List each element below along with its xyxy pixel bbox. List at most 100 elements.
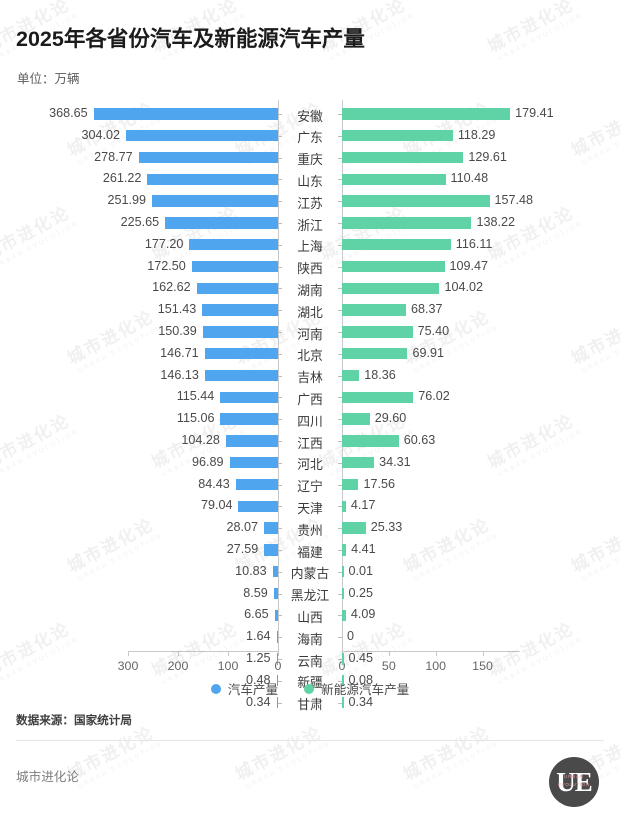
chart-row: 6.65 山西 4.09 [0,604,620,626]
left-spine-tick [278,331,282,333]
auto-production-value: 172.50 [147,258,186,273]
nev-production-bar[interactable] [342,522,366,534]
auto-production-bar[interactable] [276,631,278,643]
nev-production-bar[interactable] [342,653,344,665]
auto-production-bar[interactable] [220,413,278,425]
left-axis-tick [128,651,129,656]
chart-row: 261.22 山东 110.48 [0,168,620,190]
nev-production-bar[interactable] [342,456,375,469]
auto-production-bar[interactable] [229,456,278,469]
nev-production-bar[interactable] [342,674,344,687]
chart-row: 1.25 云南 0.45 [0,648,620,670]
nev-production-bar[interactable] [342,587,344,600]
nev-production-bar[interactable] [342,151,464,164]
right-spine-tick [338,549,342,551]
blue-dot-icon [210,683,221,694]
auto-production-bar[interactable] [238,500,278,512]
province-label: 安徽 [297,108,323,124]
auto-production-bar[interactable] [274,609,278,621]
auto-production-bar[interactable] [191,260,278,273]
nev-production-bar[interactable] [342,500,346,512]
left-axis-tick [228,651,229,656]
auto-production-bar[interactable] [220,391,278,403]
auto-production-bar[interactable] [196,282,278,294]
right-spine-tick [338,201,342,203]
auto-production-bar[interactable] [189,238,278,251]
right-spine-tick [338,615,342,617]
auto-production-bar[interactable] [272,565,278,578]
nev-production-bar[interactable] [342,129,453,142]
legend-item[interactable]: 汽车产量 [210,679,278,698]
nev-production-bar[interactable] [342,369,360,382]
auto-production-bar[interactable] [276,653,278,665]
chart-row: 96.89 河北 34.31 [0,452,620,474]
nev-production-bar[interactable] [342,217,472,229]
left-spine-tick [278,462,282,464]
nev-production-pane: 0.45 [342,648,620,670]
auto-production-bar[interactable] [273,587,278,600]
left-spine-tick [278,353,282,355]
auto-production-bar[interactable] [276,674,278,687]
nev-production-bar[interactable] [342,282,440,294]
nev-production-pane: 0.01 [342,561,620,583]
nev-production-bar[interactable] [342,696,344,709]
left-spine-tick [278,549,282,551]
auto-production-bar[interactable] [204,369,278,382]
right-spine-tick [338,157,342,159]
auto-production-pane: 0.34 [0,692,278,714]
province-label: 海南 [297,631,323,647]
nev-production-bar[interactable] [342,544,347,556]
auto-production-value: 368.65 [49,106,88,120]
nev-production-bar[interactable] [342,173,446,185]
nev-production-bar[interactable] [342,609,346,621]
auto-production-bar[interactable] [93,108,278,120]
auto-production-bar[interactable] [235,478,278,491]
auto-production-bar[interactable] [152,195,278,207]
nev-production-value: 29.60 [374,411,407,426]
nev-production-bar[interactable] [342,108,511,120]
nev-production-pane: 129.61 [342,147,620,169]
auto-production-value: 304.02 [81,127,120,142]
nev-production-bar[interactable] [342,326,413,338]
chart-row: 10.83 内蒙古 0.01 [0,561,620,583]
nev-production-bar[interactable] [342,413,370,425]
nev-production-value: 76.02 [418,389,450,404]
auto-production-bar[interactable] [276,696,278,709]
nev-production-bar[interactable] [342,435,399,447]
nev-production-bar[interactable] [342,195,490,207]
nev-production-pane: 0.34 [342,692,620,714]
auto-production-pane: 104.28 [0,430,278,452]
nev-production-pane: 25.33 [342,517,620,539]
auto-production-bar[interactable] [202,304,278,316]
right-spine-tick [338,506,342,508]
auto-production-value: 146.13 [160,367,199,382]
auto-production-bar[interactable] [147,173,278,185]
nev-production-bar[interactable] [342,260,445,273]
auto-production-bar[interactable] [165,217,278,229]
auto-production-value: 261.22 [102,171,142,186]
auto-production-bar[interactable] [126,129,278,142]
nev-production-bar[interactable] [342,238,451,251]
nev-production-bar[interactable] [342,347,408,360]
legend-item[interactable]: 新能源汽车产量 [304,679,409,698]
nev-production-bar[interactable] [342,304,407,316]
auto-production-value: 225.65 [120,215,160,229]
auto-production-bar[interactable] [225,435,278,447]
auto-production-pane: 115.06 [0,408,278,430]
province-label: 辽宁 [297,479,323,495]
auto-production-value: 146.71 [160,345,199,360]
auto-production-bar[interactable] [138,151,278,164]
auto-production-value: 151.43 [157,302,197,317]
province-label: 湖南 [297,282,323,298]
nev-production-bar[interactable] [342,478,359,491]
nev-production-pane: 0 [342,626,620,648]
left-spine-tick [278,571,282,573]
nev-production-bar[interactable] [342,391,414,403]
province-label: 黑龙江 [290,588,330,604]
auto-production-bar[interactable] [204,347,278,360]
auto-production-bar[interactable] [264,544,278,556]
nev-production-value: 110.48 [450,171,489,186]
auto-production-bar[interactable] [202,326,278,338]
nev-production-bar[interactable] [342,565,344,578]
auto-production-bar[interactable] [263,522,278,534]
